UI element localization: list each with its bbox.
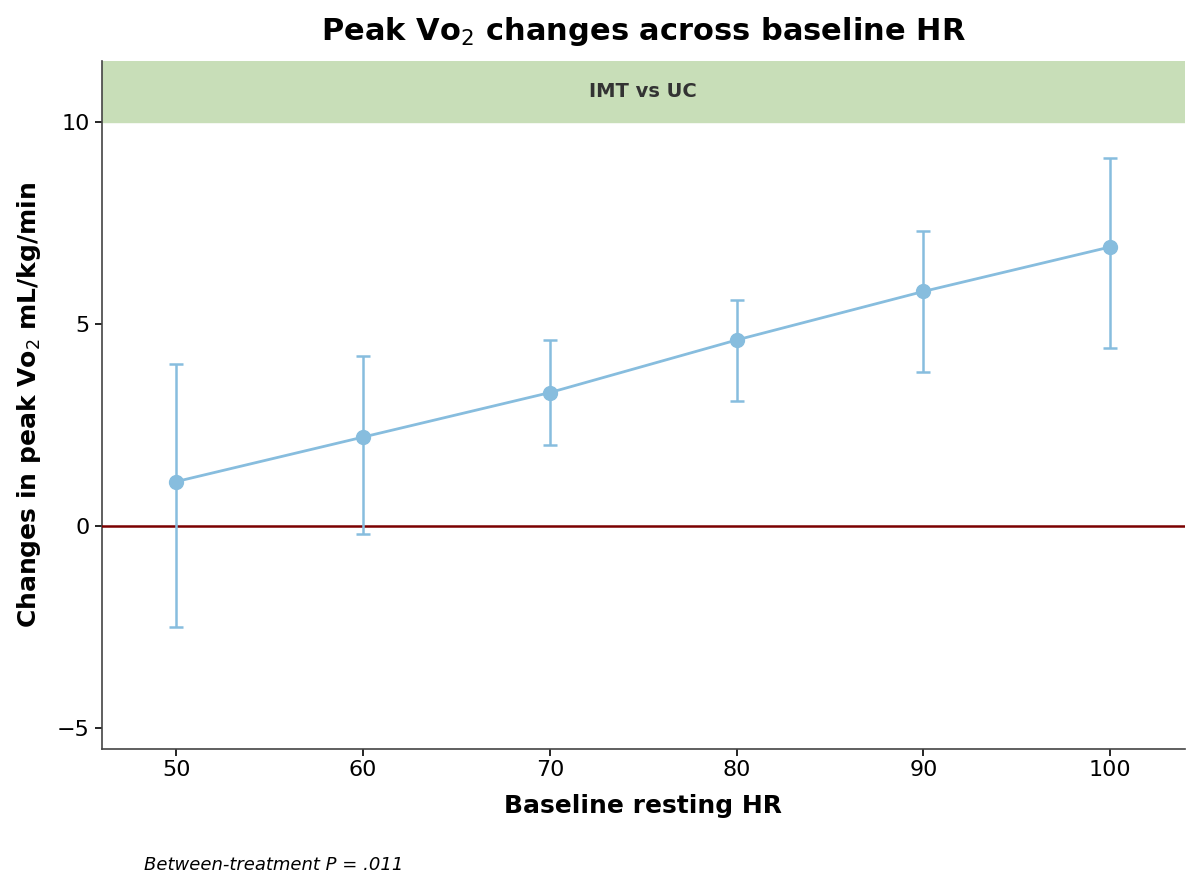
Text: Between-treatment P = .011: Between-treatment P = .011 [144,856,403,874]
Bar [102,61,1186,122]
X-axis label: Baseline resting HR: Baseline resting HR [504,794,782,818]
Y-axis label: Changes in peak Vo$_2$ mL/kg/min: Changes in peak Vo$_2$ mL/kg/min [14,182,43,628]
Text: IMT vs UC: IMT vs UC [589,82,697,100]
Title: Peak Vo$_2$ changes across baseline HR: Peak Vo$_2$ changes across baseline HR [320,15,966,48]
